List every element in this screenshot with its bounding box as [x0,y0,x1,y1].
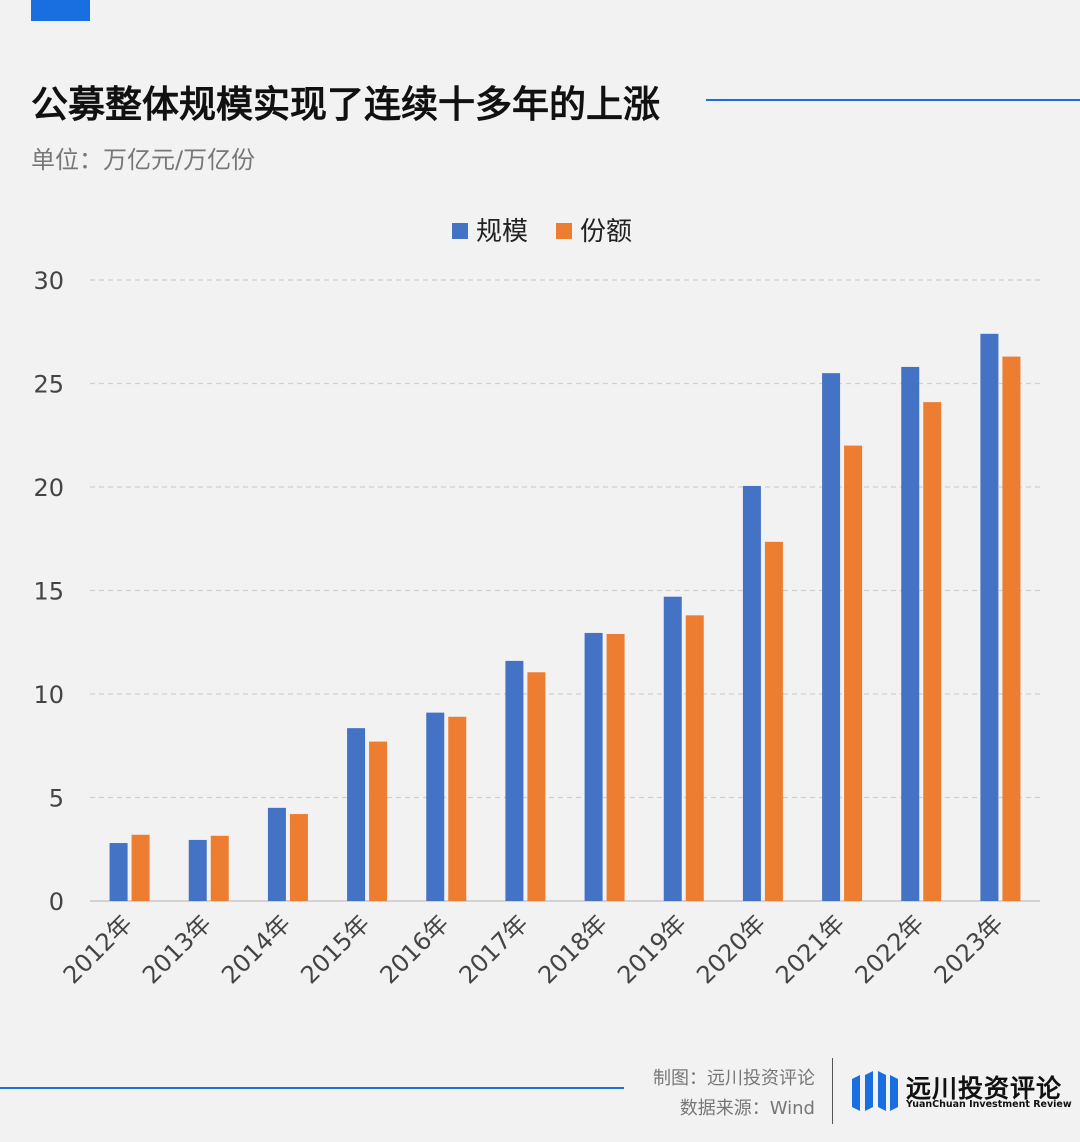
y-tick-label: 5 [49,785,64,813]
y-tick-label: 0 [49,888,64,916]
chart-grid [90,279,1040,902]
credit-source: 数据来源：Wind [679,1098,815,1119]
bar-share [448,716,467,901]
y-tick-label: 30 [33,267,64,295]
bar-scale [584,632,603,901]
bar-share [923,402,942,901]
chart-legend: 规模 份额 [452,217,632,247]
x-tick-label: 2020年 [691,909,771,989]
bar-scale [109,843,128,901]
bar-share [210,835,229,901]
x-tick-label: 2016年 [375,909,455,989]
bar-scale [901,366,920,901]
x-tick-label: 2018年 [533,909,613,989]
x-tick-label: 2021年 [770,909,850,989]
x-tick-label: 2014年 [216,909,296,989]
y-tick-label: 10 [33,681,64,709]
brand-logo-icon [852,1071,898,1111]
unit-label: 单位：万亿元/万亿份 [31,146,256,174]
bar-scale [267,807,286,901]
bar-share [685,615,704,901]
page-title: 公募整体规模实现了连续十多年的上涨 [31,83,660,126]
brand-name-en: YuanChuan Investment Review [906,1099,1072,1110]
bar-share [289,814,308,901]
bar-share [764,541,783,901]
footer-divider [832,1058,833,1124]
bar-share [369,741,388,901]
bar-scale [822,373,841,901]
x-tick-label: 2012年 [58,909,138,989]
bar-scale [347,728,366,901]
bar-scale [742,485,761,901]
x-tick-label: 2019年 [612,909,692,989]
x-tick-label: 2023年 [929,909,1009,989]
bar-scale [663,596,682,901]
brand-name-cn: 远川投资评论 [906,1074,1063,1103]
y-tick-label: 15 [33,578,64,606]
bar-scale [188,839,207,901]
y-axis: 0 5 10 15 20 25 30 [33,267,64,916]
legend-label-share: 份额 [580,217,632,247]
title-rule [706,99,1080,101]
chart-bars [109,333,1021,902]
credit-author: 制图：远川投资评论 [653,1068,815,1089]
legend-swatch-share [556,223,572,239]
x-tick-label: 2022年 [850,909,930,989]
bar-scale [505,660,524,901]
bar-share [131,834,150,901]
y-tick-label: 20 [33,474,64,502]
bar-scale [426,712,445,901]
footer-rule [0,1087,624,1089]
x-tick-label: 2015年 [295,909,375,989]
x-tick-label: 2017年 [454,909,534,989]
corner-accent-block [31,0,90,21]
bar-scale [980,333,999,901]
legend-label-scale: 规模 [476,217,528,247]
x-tick-label: 2013年 [137,909,217,989]
x-axis: 2012年 2013年 2014年 2015年 2016年 2017年 2018年 2019年… [58,909,1009,989]
y-tick-label: 25 [33,371,64,399]
bar-share [1002,356,1021,902]
legend-swatch-scale [452,223,468,239]
bar-share [606,633,625,901]
bar-share [844,445,863,901]
bar-share [527,672,546,901]
